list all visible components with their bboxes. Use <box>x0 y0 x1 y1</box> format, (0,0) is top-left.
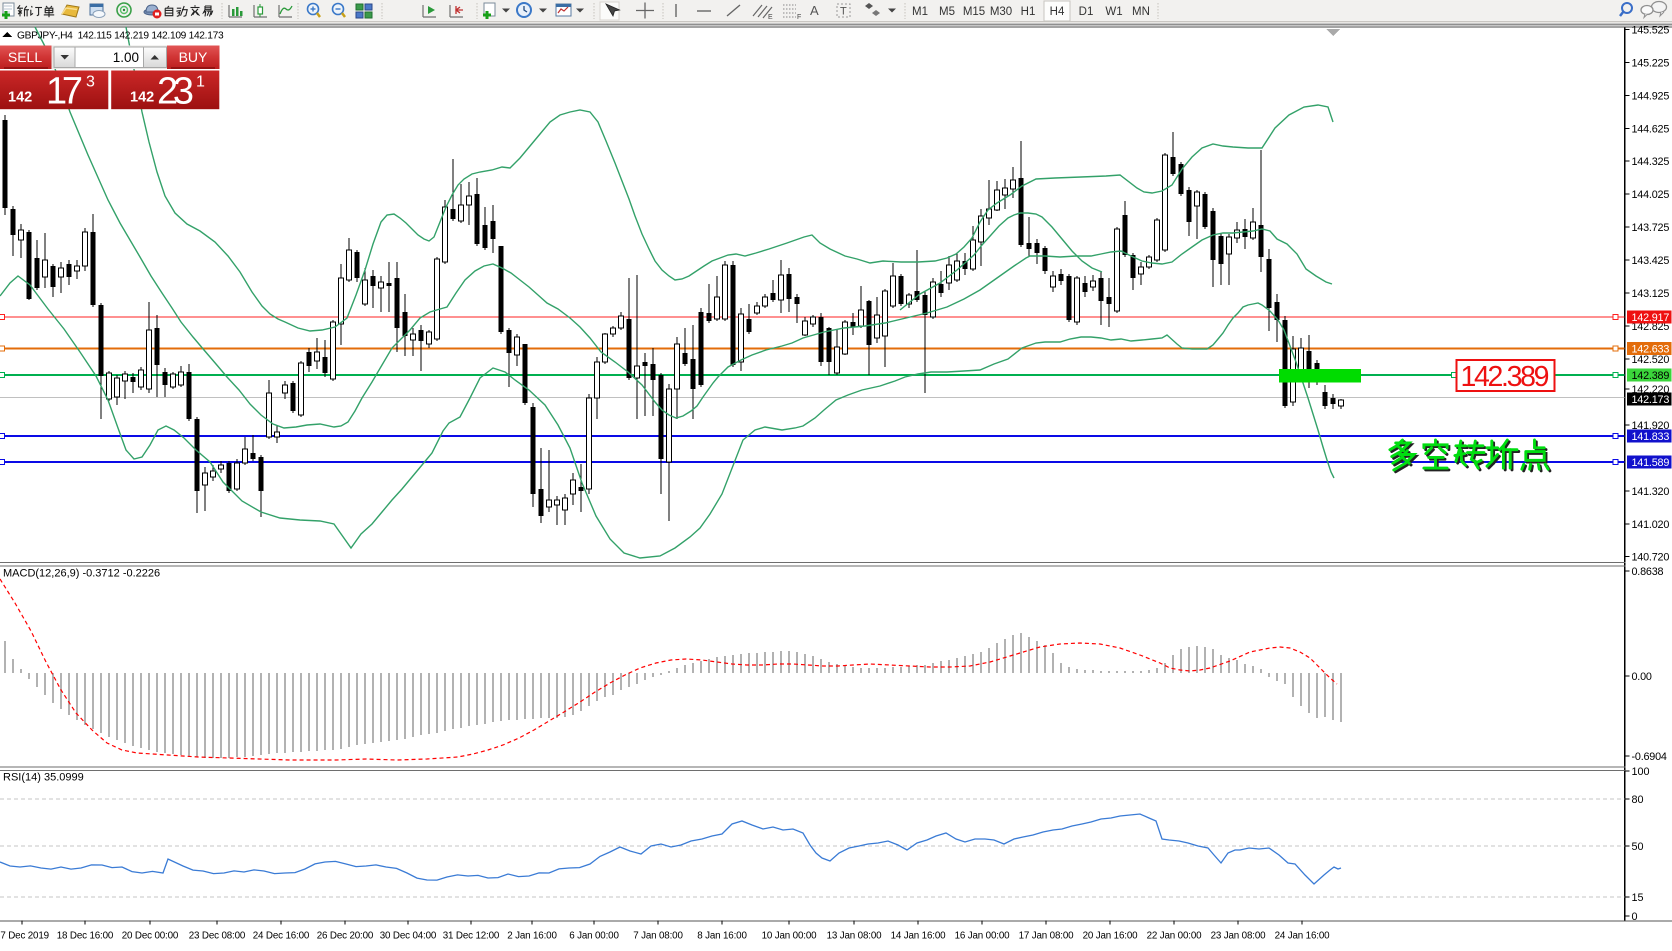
svg-text:141.589: 141.589 <box>1632 457 1670 469</box>
svg-text:30 Dec 04:00: 30 Dec 04:00 <box>380 931 437 942</box>
svg-text:141.020: 141.020 <box>1632 519 1670 531</box>
svg-text:23 Dec 08:00: 23 Dec 08:00 <box>189 931 246 942</box>
svg-text:D1: D1 <box>1079 6 1094 18</box>
svg-text:17: 17 <box>46 71 83 113</box>
svg-text:23 Jan 08:00: 23 Jan 08:00 <box>1211 931 1267 942</box>
svg-text:8 Jan 16:00: 8 Jan 16:00 <box>697 931 747 942</box>
svg-text:141.833: 141.833 <box>1632 431 1670 443</box>
svg-text:20 Dec 00:00: 20 Dec 00:00 <box>122 931 179 942</box>
svg-text:H4: H4 <box>1050 6 1065 18</box>
svg-text:M30: M30 <box>990 6 1012 18</box>
svg-text:0.8638: 0.8638 <box>1632 566 1664 578</box>
svg-text:143.425: 143.425 <box>1632 255 1670 267</box>
svg-text:144.925: 144.925 <box>1632 90 1670 102</box>
svg-text:0: 0 <box>1632 911 1638 923</box>
svg-text:H1: H1 <box>1021 6 1036 18</box>
svg-text:145.225: 145.225 <box>1632 57 1670 69</box>
svg-text:142.917: 142.917 <box>1632 312 1670 324</box>
svg-text:6 Jan 00:00: 6 Jan 00:00 <box>569 931 619 942</box>
svg-text:M1: M1 <box>912 6 928 18</box>
svg-text:142.633: 142.633 <box>1632 344 1670 356</box>
svg-text:15: 15 <box>1632 892 1644 904</box>
svg-text:143.725: 143.725 <box>1632 222 1670 234</box>
svg-text:1: 1 <box>196 74 205 91</box>
svg-text:142: 142 <box>130 90 154 106</box>
svg-text:RSI(14) 35.0999: RSI(14) 35.0999 <box>3 772 84 784</box>
svg-text:14 Jan 16:00: 14 Jan 16:00 <box>891 931 947 942</box>
svg-text:50: 50 <box>1632 841 1644 853</box>
svg-text:18 Dec 16:00: 18 Dec 16:00 <box>57 931 114 942</box>
svg-text:100: 100 <box>1632 766 1650 778</box>
svg-text:24 Dec 16:00: 24 Dec 16:00 <box>253 931 310 942</box>
svg-text:140.720: 140.720 <box>1632 552 1670 564</box>
svg-text:24 Jan 16:00: 24 Jan 16:00 <box>1275 931 1331 942</box>
svg-text:80: 80 <box>1632 794 1644 806</box>
svg-text:MN: MN <box>1132 6 1150 18</box>
svg-text:2 Jan 16:00: 2 Jan 16:00 <box>507 931 557 942</box>
svg-text:MACD(12,26,9) -0.3712 -0.2226: MACD(12,26,9) -0.3712 -0.2226 <box>3 568 160 580</box>
svg-text:-0.6904: -0.6904 <box>1632 751 1667 763</box>
svg-text:17 Jan 08:00: 17 Jan 08:00 <box>1019 931 1075 942</box>
svg-text:23: 23 <box>157 71 194 113</box>
svg-text:20 Jan 16:00: 20 Jan 16:00 <box>1083 931 1139 942</box>
svg-text:GBPJPY-,H4 142.115 142.219 14: GBPJPY-,H4 142.115 142.219 142.109 142.1… <box>17 31 224 42</box>
svg-text:143.125: 143.125 <box>1632 288 1670 300</box>
svg-text:M5: M5 <box>939 6 955 18</box>
svg-text:E: E <box>768 14 773 21</box>
svg-text:142.520: 142.520 <box>1632 354 1670 366</box>
svg-text:F: F <box>797 14 801 21</box>
svg-text:142.389: 142.389 <box>1632 370 1670 382</box>
svg-text:141.320: 141.320 <box>1632 486 1670 498</box>
svg-text:144.625: 144.625 <box>1632 123 1670 135</box>
svg-text:144.025: 144.025 <box>1632 189 1670 201</box>
svg-text:13 Jan 08:00: 13 Jan 08:00 <box>827 931 883 942</box>
svg-text:1.00: 1.00 <box>113 50 139 65</box>
svg-text:0.00: 0.00 <box>1632 671 1652 683</box>
svg-text:31 Dec 12:00: 31 Dec 12:00 <box>443 931 500 942</box>
svg-text:A: A <box>810 3 819 18</box>
svg-text:7 Jan 08:00: 7 Jan 08:00 <box>633 931 683 942</box>
svg-text:3: 3 <box>86 74 95 91</box>
svg-text:M15: M15 <box>963 6 985 18</box>
svg-text:142: 142 <box>8 90 32 106</box>
svg-text:142.173: 142.173 <box>1632 394 1670 406</box>
svg-text:W1: W1 <box>1105 6 1122 18</box>
svg-text:144.325: 144.325 <box>1632 156 1670 168</box>
svg-text:17 Dec 2019: 17 Dec 2019 <box>0 931 49 942</box>
svg-text:22 Jan 00:00: 22 Jan 00:00 <box>1147 931 1203 942</box>
svg-text:10 Jan 00:00: 10 Jan 00:00 <box>762 931 818 942</box>
svg-text:T: T <box>840 6 847 18</box>
svg-text:26 Dec 20:00: 26 Dec 20:00 <box>317 931 374 942</box>
svg-text:145.525: 145.525 <box>1632 24 1670 36</box>
svg-text:BUY: BUY <box>179 49 208 65</box>
svg-text:16 Jan 00:00: 16 Jan 00:00 <box>955 931 1011 942</box>
svg-text:142.389: 142.389 <box>1461 361 1550 393</box>
svg-text:SELL: SELL <box>8 49 42 65</box>
